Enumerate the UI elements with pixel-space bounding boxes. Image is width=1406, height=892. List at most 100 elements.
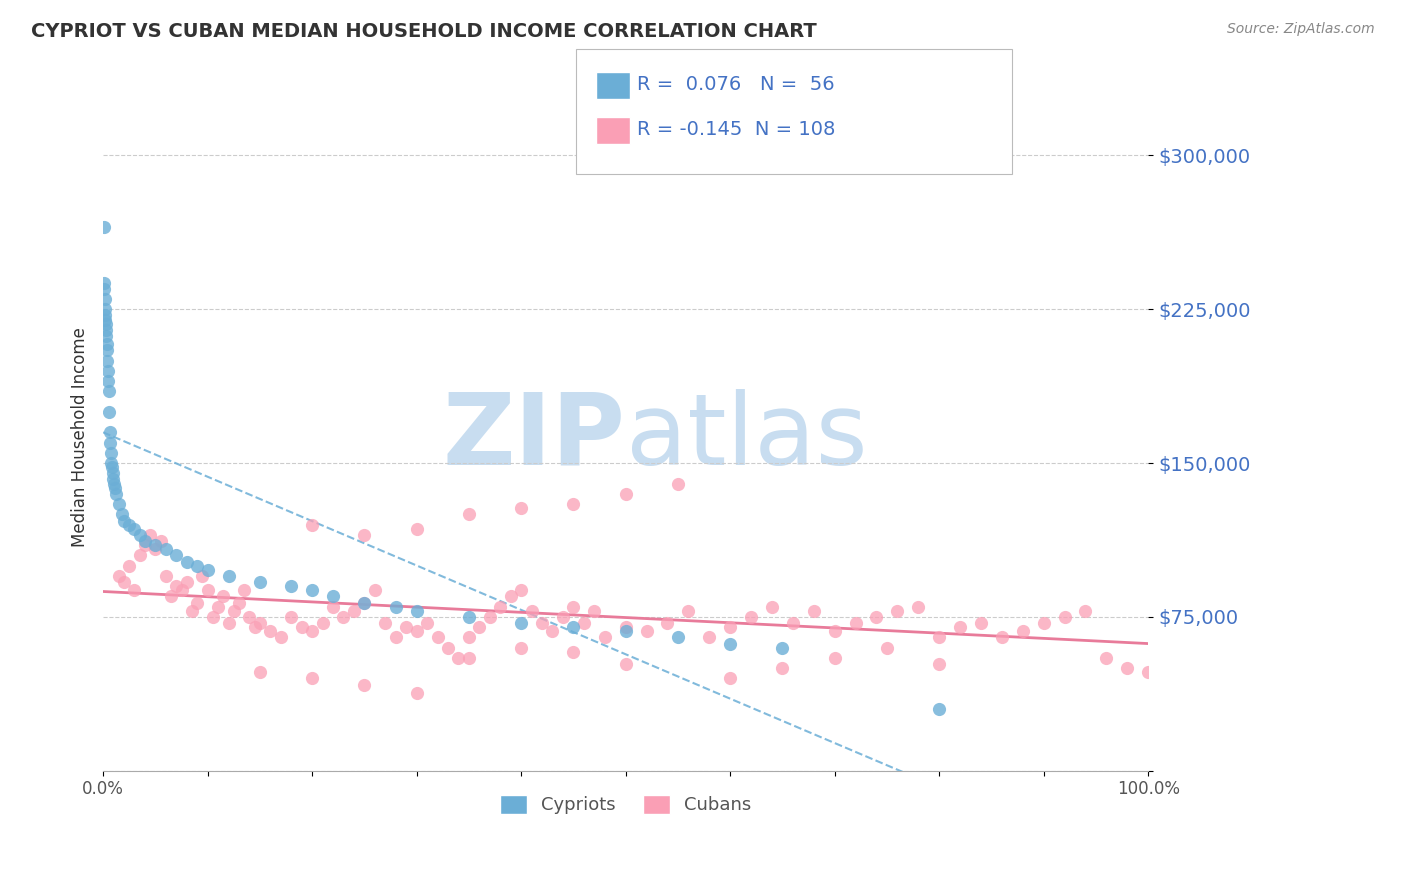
Point [145,538,167,552]
Point [447,651,470,665]
Point [218,615,240,630]
Point [94,317,117,331]
Point [93,276,115,290]
Point [101,467,124,481]
Point [353,595,375,609]
Point [332,610,354,624]
Point [218,569,240,583]
Point [1095,651,1118,665]
Point [782,615,804,630]
Point [697,631,720,645]
Point [657,615,679,630]
Point [270,631,292,645]
Point [181,604,204,618]
Point [96,329,118,343]
Point [259,624,281,639]
Point [562,620,585,634]
Point [740,610,762,624]
Point [94,302,117,317]
Point [228,595,250,609]
Point [572,615,595,630]
Point [280,579,302,593]
Point [865,610,887,624]
Y-axis label: Median Household Income: Median Household Income [72,327,89,548]
Point [886,604,908,618]
Point [139,528,162,542]
Point [100,435,122,450]
Point [103,476,125,491]
Point [457,631,479,645]
Point [291,620,314,634]
Point [907,599,929,614]
Point [457,651,479,665]
Point [160,590,183,604]
Point [426,631,449,645]
Point [97,374,120,388]
Point [949,620,972,634]
Point [468,620,491,634]
Point [562,599,585,614]
Point [249,574,271,589]
Point [824,624,846,639]
Point [928,702,950,716]
Point [98,405,121,419]
Point [803,604,825,618]
Point [478,610,501,624]
Point [614,624,637,639]
Point [551,610,574,624]
Point [197,583,219,598]
Point [96,343,118,358]
Point [666,631,689,645]
Point [614,657,637,671]
Point [124,522,146,536]
Point [510,583,533,598]
Point [614,487,637,501]
Point [343,604,366,618]
Point [395,620,418,634]
Point [489,599,512,614]
Point [991,631,1014,645]
Point [666,476,689,491]
Point [170,583,193,598]
Point [405,624,427,639]
Point [876,640,898,655]
Point [353,528,375,542]
Point [770,640,793,655]
Point [104,481,127,495]
Point [118,558,141,573]
Point [718,672,741,686]
Point [593,631,616,645]
Point [249,665,271,680]
Point [201,610,224,624]
Point [510,501,533,516]
Point [93,282,115,296]
Point [1137,665,1160,680]
Point [134,538,156,552]
Point [222,604,245,618]
Point [301,583,323,598]
Point [134,534,156,549]
Point [107,569,129,583]
Point [128,528,150,542]
Point [1032,615,1054,630]
Point [678,604,700,618]
Point [93,220,115,235]
Point [1116,661,1139,675]
Point [457,508,479,522]
Point [155,569,177,583]
Point [176,555,198,569]
Point [93,292,115,306]
Point [405,686,427,700]
Point [96,337,118,351]
Point [405,604,427,618]
Text: atlas: atlas [626,389,868,486]
Point [614,620,637,634]
Point [233,583,256,598]
Point [845,615,868,630]
Point [94,323,117,337]
Text: R =  0.076   N =  56: R = 0.076 N = 56 [637,75,835,95]
Point [437,640,460,655]
Point [97,364,120,378]
Point [322,599,344,614]
Point [928,631,950,645]
